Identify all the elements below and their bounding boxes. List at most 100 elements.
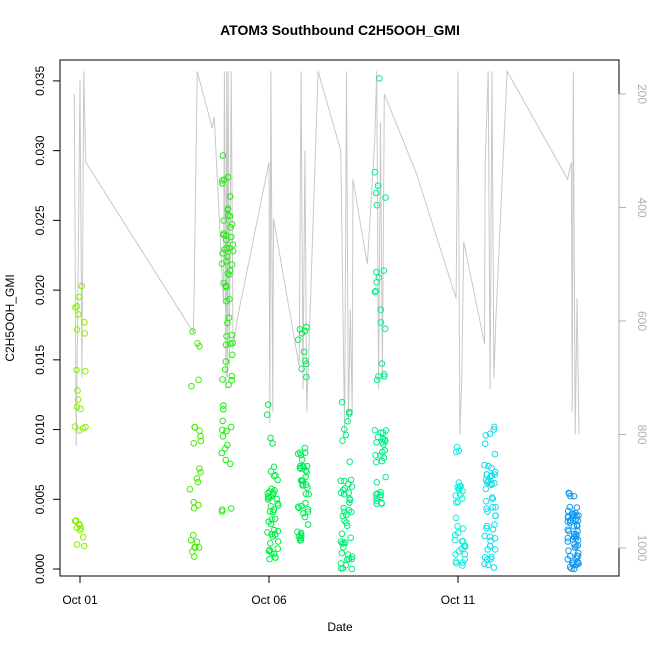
data-point [305, 490, 312, 498]
data-point [455, 484, 463, 492]
data-point [452, 514, 460, 522]
data-point [489, 504, 497, 511]
data-point [227, 423, 235, 431]
data-point [81, 542, 88, 550]
data-point [378, 500, 386, 507]
data-point [454, 484, 461, 491]
series-5 [337, 398, 356, 573]
data-point [484, 508, 491, 515]
data-point [339, 512, 347, 520]
data-point [300, 463, 307, 471]
data-point [75, 293, 83, 301]
data-point [73, 302, 81, 310]
data-point [382, 438, 389, 445]
y-tick-label: 0.020 [33, 275, 47, 305]
data-point [271, 531, 279, 538]
data-point [338, 549, 346, 557]
data-point [189, 328, 196, 335]
data-point [376, 75, 383, 82]
data-point [346, 458, 354, 466]
data-point [295, 336, 302, 344]
data-point [483, 505, 490, 513]
pressure-line-layer [73, 69, 580, 446]
data-point [270, 463, 278, 471]
data-point [219, 152, 227, 159]
data-point [343, 519, 350, 527]
data-point [226, 193, 234, 200]
data-point [270, 550, 278, 558]
data-point [221, 445, 229, 452]
data-point [269, 440, 276, 447]
data-point [298, 456, 306, 463]
data-point [72, 517, 80, 524]
data-point [193, 475, 201, 482]
x-tick-label: Oct 01 [62, 593, 98, 607]
data-point [455, 548, 463, 555]
data-point [371, 427, 379, 434]
data-point [301, 513, 309, 521]
data-point [337, 477, 345, 485]
data-point [304, 521, 312, 528]
data-point [219, 376, 226, 383]
y2-axis: 200 400 600 800 1000 [618, 84, 649, 562]
data-point [455, 447, 463, 455]
data-point [303, 323, 310, 331]
data-point [73, 366, 80, 374]
data-point [377, 306, 385, 314]
data-point [221, 246, 228, 253]
series-4 [294, 323, 312, 544]
data-point [378, 457, 386, 465]
data-point [224, 212, 232, 219]
y2-tick-label: 600 [635, 311, 649, 331]
data-point [483, 471, 490, 478]
data-point [451, 536, 459, 544]
data-point [218, 508, 226, 515]
data-point [218, 180, 226, 187]
data-point [220, 230, 227, 237]
data-point [295, 533, 303, 540]
data-point [220, 217, 228, 224]
data-point [380, 267, 388, 275]
data-point [382, 194, 389, 201]
data-point [72, 304, 79, 311]
data-point [568, 565, 575, 573]
data-point [222, 456, 230, 464]
data-point [188, 382, 195, 390]
data-point [194, 478, 202, 486]
data-point [491, 450, 499, 458]
data-point [273, 495, 281, 503]
data-point [564, 526, 572, 533]
data-point [482, 432, 490, 439]
data-point [264, 529, 271, 536]
data-point [224, 319, 231, 327]
data-point [302, 490, 310, 498]
data-point [71, 423, 79, 430]
data-point [570, 565, 578, 573]
series-1 [186, 328, 205, 561]
data-point [491, 546, 499, 553]
data-point [73, 541, 81, 548]
data-point [219, 426, 226, 434]
data-point [375, 274, 383, 281]
chart-title: ATOM3 Southbound C2H5OOH_GMI [220, 22, 460, 38]
data-point [375, 373, 382, 380]
data-point [574, 549, 582, 557]
data-point [222, 358, 230, 365]
data-point [269, 508, 277, 516]
data-point [197, 437, 205, 445]
data-point [271, 487, 278, 494]
data-point [223, 427, 230, 435]
data-point [481, 461, 488, 469]
data-point [222, 341, 230, 349]
data-point [374, 182, 382, 189]
data-point [227, 224, 234, 231]
data-point [229, 247, 237, 255]
data-point [486, 430, 494, 438]
data-points-layer [71, 75, 582, 573]
data-point [572, 535, 580, 542]
data-point [570, 493, 578, 500]
data-point [266, 508, 274, 515]
data-point [189, 548, 196, 555]
data-point [274, 476, 281, 484]
